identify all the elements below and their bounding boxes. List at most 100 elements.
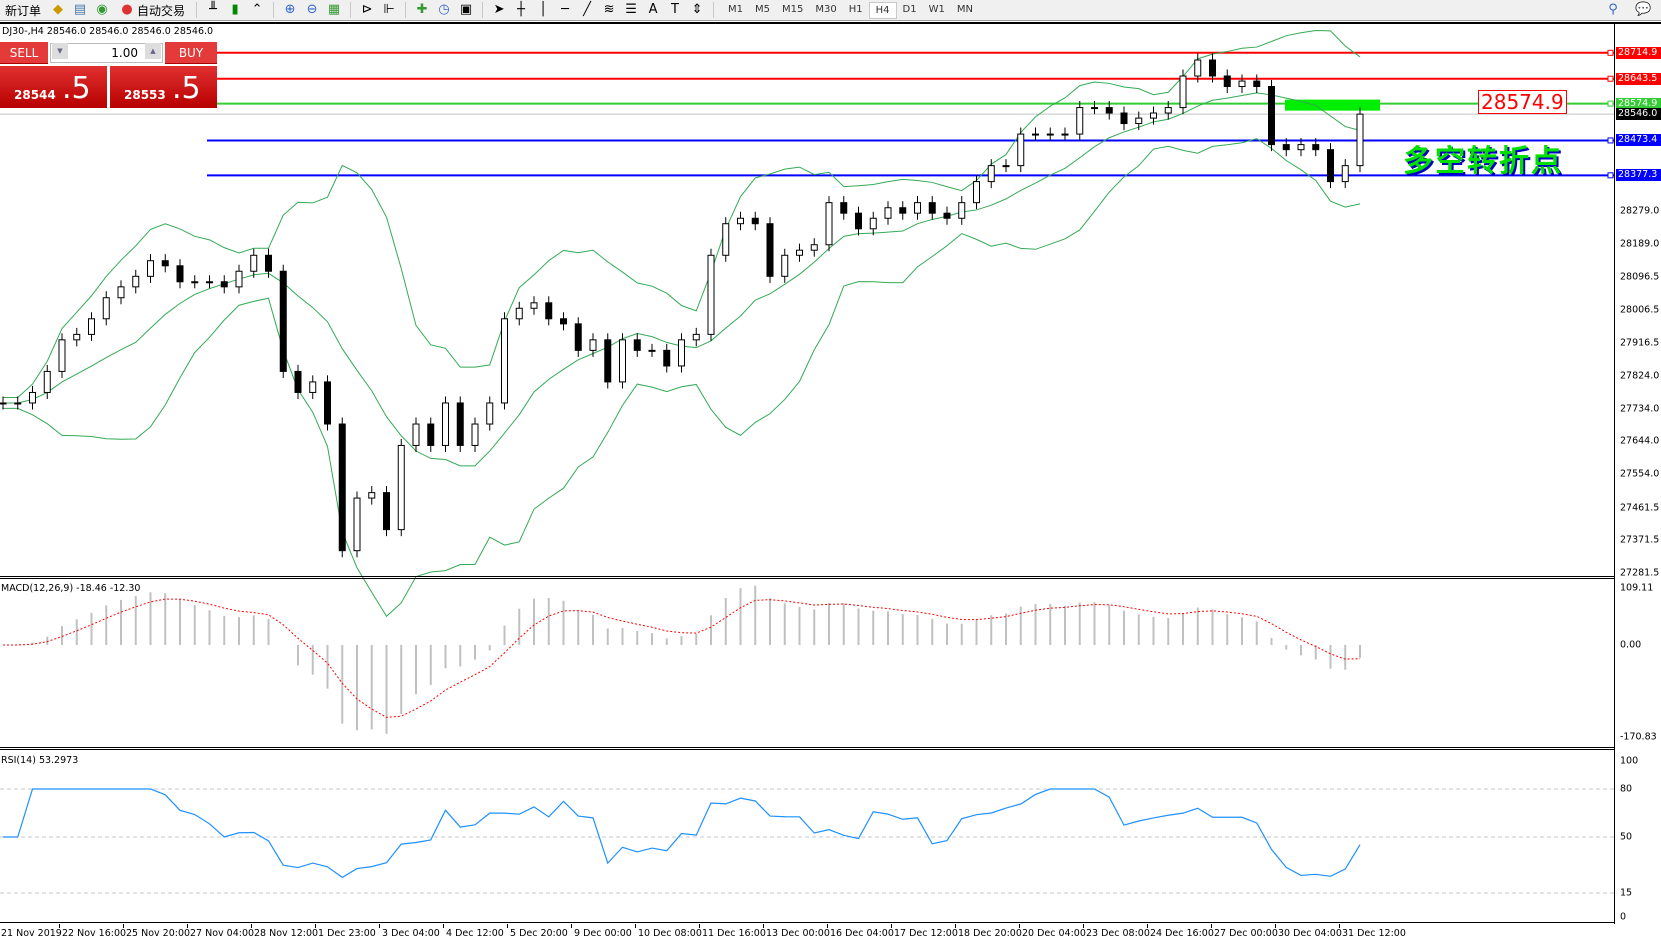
timeframe-m15[interactable]: M15	[782, 3, 804, 15]
candle-body	[574, 323, 582, 351]
timeframe-h1[interactable]: H1	[848, 3, 863, 15]
timeframe-m30[interactable]: M30	[815, 3, 837, 15]
time-axis-tick	[59, 924, 60, 928]
candle-body	[869, 217, 877, 230]
level-handle	[1607, 172, 1614, 179]
templates-icon[interactable]: ▣	[459, 2, 473, 17]
chart-shift-icon[interactable]: ⊩	[383, 2, 395, 17]
buy-button[interactable]: BUY	[165, 42, 217, 64]
crosshair-icon[interactable]: ┼	[517, 2, 525, 17]
auto-trading-button[interactable]: ● 自动交易	[116, 0, 188, 20]
candle-body	[1002, 165, 1010, 168]
pane-separator[interactable]	[0, 576, 1614, 579]
time-axis-line	[0, 922, 1615, 924]
time-axis-tick	[1211, 924, 1212, 928]
candle-body	[766, 223, 774, 277]
candle-body	[427, 423, 435, 446]
vertical-line-icon[interactable]: │	[539, 2, 547, 17]
line-chart-icon[interactable]: ⌃	[251, 2, 263, 17]
pivot-price-label[interactable]: 28574.9	[1478, 90, 1567, 114]
new-order-button[interactable]: 新订单	[2, 0, 44, 20]
time-axis-label: 28 Nov 12:00	[254, 928, 319, 939]
candle-body	[250, 254, 258, 272]
sell-price-main: 28544	[14, 88, 56, 102]
candle-body	[1017, 133, 1025, 167]
candle-body	[987, 165, 995, 183]
time-axis-label: 9 Dec 00:00	[574, 928, 632, 939]
level-price-tag: 28574.9	[1616, 97, 1661, 110]
time-axis-label: 3 Dec 04:00	[382, 928, 440, 939]
candle-body	[1223, 75, 1231, 88]
candle-body	[707, 254, 715, 335]
rsi-label: RSI(14) 53.2973	[1, 755, 79, 766]
candle-body	[294, 370, 302, 393]
zoom-out-icon[interactable]: ⊖	[306, 2, 318, 17]
candlestick-icon[interactable]: ▮	[231, 2, 239, 17]
lot-size-input[interactable]: 1.00	[50, 43, 163, 63]
candle-body	[88, 318, 95, 335]
candle-body	[29, 391, 36, 404]
time-axis-tick	[507, 924, 508, 928]
candle-body	[1238, 80, 1246, 88]
pivot-annotation[interactable]: 多空转折点	[1403, 144, 1563, 179]
candle-body	[796, 249, 803, 256]
text-icon[interactable]: A	[648, 2, 658, 17]
candle-body	[678, 339, 685, 367]
auto-scroll-icon[interactable]: ⊳	[361, 2, 373, 17]
text-label-icon[interactable]: T	[671, 2, 679, 17]
arrows-icon[interactable]: ⇕	[691, 2, 703, 17]
timeframe-m5[interactable]: M5	[755, 3, 771, 15]
time-axis-tick	[187, 924, 188, 928]
bar-chart-icon[interactable]: ╨	[209, 2, 217, 17]
channel-icon[interactable]: ≋	[603, 2, 615, 17]
lot-increase-button[interactable]: ▲	[145, 43, 161, 59]
pane-separator[interactable]	[0, 747, 1614, 750]
time-axis-tick	[379, 924, 380, 928]
candle-body	[589, 339, 597, 351]
zoom-in-icon[interactable]: ⊕	[284, 2, 296, 17]
tile-windows-icon[interactable]: ▦	[327, 2, 341, 17]
horizontal-line-icon[interactable]: ─	[561, 2, 569, 17]
history-icon[interactable]: ▤	[73, 2, 87, 17]
price-axis-label: 28096.5	[1620, 271, 1660, 283]
candle-body	[781, 254, 789, 277]
time-axis-label: 4 Dec 12:00	[446, 928, 504, 939]
candle-body	[73, 333, 81, 341]
lot-decrease-button[interactable]: ▼	[52, 43, 68, 59]
indicators-icon[interactable]: ✚	[416, 2, 428, 17]
periods-icon[interactable]: ◷	[438, 2, 450, 17]
chat-icon[interactable]: 💬	[1635, 2, 1652, 17]
price-chart[interactable]	[0, 0, 1614, 924]
auto-trading-icon: ●	[121, 2, 133, 17]
sell-button[interactable]: SELL	[0, 42, 48, 64]
time-axis-label: 27 Dec 00:00	[1214, 928, 1278, 939]
price-axis-label: 28006.5	[1620, 304, 1660, 316]
candle-body	[545, 302, 553, 320]
buy-price-button[interactable]: 28553 .5	[110, 66, 217, 108]
level-handle	[1607, 75, 1614, 82]
timeframe-d1[interactable]: D1	[902, 3, 917, 15]
candle-body	[1194, 59, 1202, 77]
time-axis-label: 30 Dec 04:00	[1278, 928, 1342, 939]
timeframe-m1[interactable]: M1	[728, 3, 744, 15]
candle-body	[456, 402, 464, 446]
candle-body	[515, 307, 523, 320]
trendline-icon[interactable]: ╱	[583, 2, 591, 17]
timeframe-h4[interactable]: H4	[868, 1, 897, 19]
candle-body	[161, 260, 169, 267]
signals-icon[interactable]: ◉	[96, 2, 108, 17]
timeframe-w1[interactable]: W1	[928, 3, 945, 15]
time-axis-label: 10 Dec 08:00	[638, 928, 702, 939]
candle-body	[191, 281, 199, 284]
candle-body	[1356, 113, 1364, 167]
sell-price-button[interactable]: 28544 .5	[0, 66, 107, 108]
timeframe-mn[interactable]: MN	[956, 3, 973, 15]
cursor-icon[interactable]: ➤	[493, 2, 505, 17]
search-icon[interactable]: ⚲	[1608, 2, 1618, 17]
candle-body	[235, 270, 243, 288]
fibonacci-icon[interactable]: ☰	[625, 2, 637, 17]
candle-body	[1297, 144, 1305, 151]
candle-body	[43, 370, 51, 393]
expert-icon[interactable]: ◆	[53, 2, 64, 17]
level-price-tag: 28377.3	[1616, 169, 1661, 182]
